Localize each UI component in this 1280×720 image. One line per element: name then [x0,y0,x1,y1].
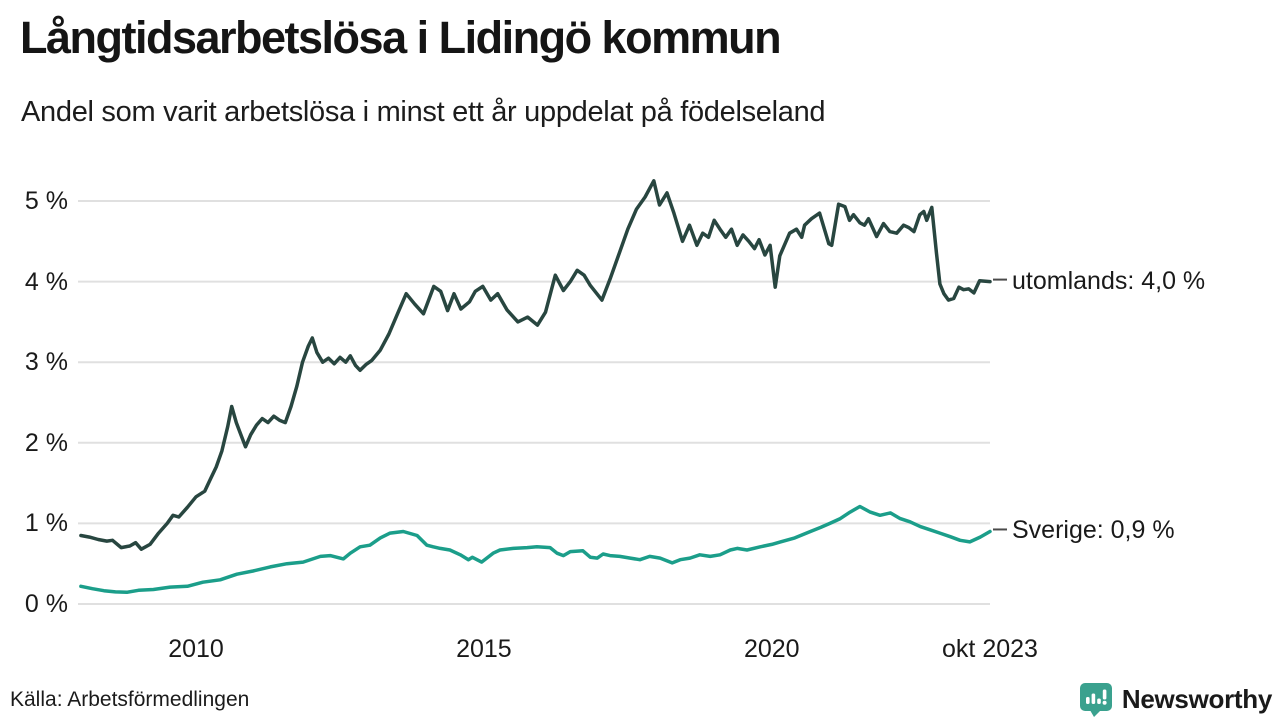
y-tick-label: 2 % [24,428,68,457]
series-lines [79,179,992,595]
legend-tick-dashes [993,278,1007,531]
y-tick-label: 0 % [24,590,68,618]
newsworthy-logo: Newsworthy [1077,680,1272,718]
page-title: Långtidsarbetslösa i Lidingö kommun [20,12,782,63]
x-tick-label: 2015 [456,635,512,663]
y-tick-label: 1 % [24,509,68,538]
source-note: Källa: Arbetsförmedlingen [10,688,250,711]
bar-chart-glyph [1085,697,1090,704]
chart-subtitle: Andel som varit arbetslösa i minst ett å… [21,96,826,128]
x-tick-label: 2020 [743,635,800,663]
y-tick-label: 3 % [24,348,68,377]
brand-name: Newsworthy [1121,683,1272,714]
gridlines [78,200,990,605]
legend-label-Sverige: Sverige: 0,9 % [1012,516,1175,545]
legend-label-utomlands: utomlands: 4,0 % [1012,266,1206,295]
newsworthy-pin-icon [1079,683,1112,717]
x-tick-label: 2010 [168,635,224,663]
y-tick-label: 5 % [24,187,68,215]
y-tick-label: 4 % [24,267,68,296]
exclamation-glyph [1102,689,1107,700]
series-line-utomlands [79,179,992,551]
x-tick-label: okt 2023 [942,635,1038,663]
series-line-Sverige [79,504,992,595]
